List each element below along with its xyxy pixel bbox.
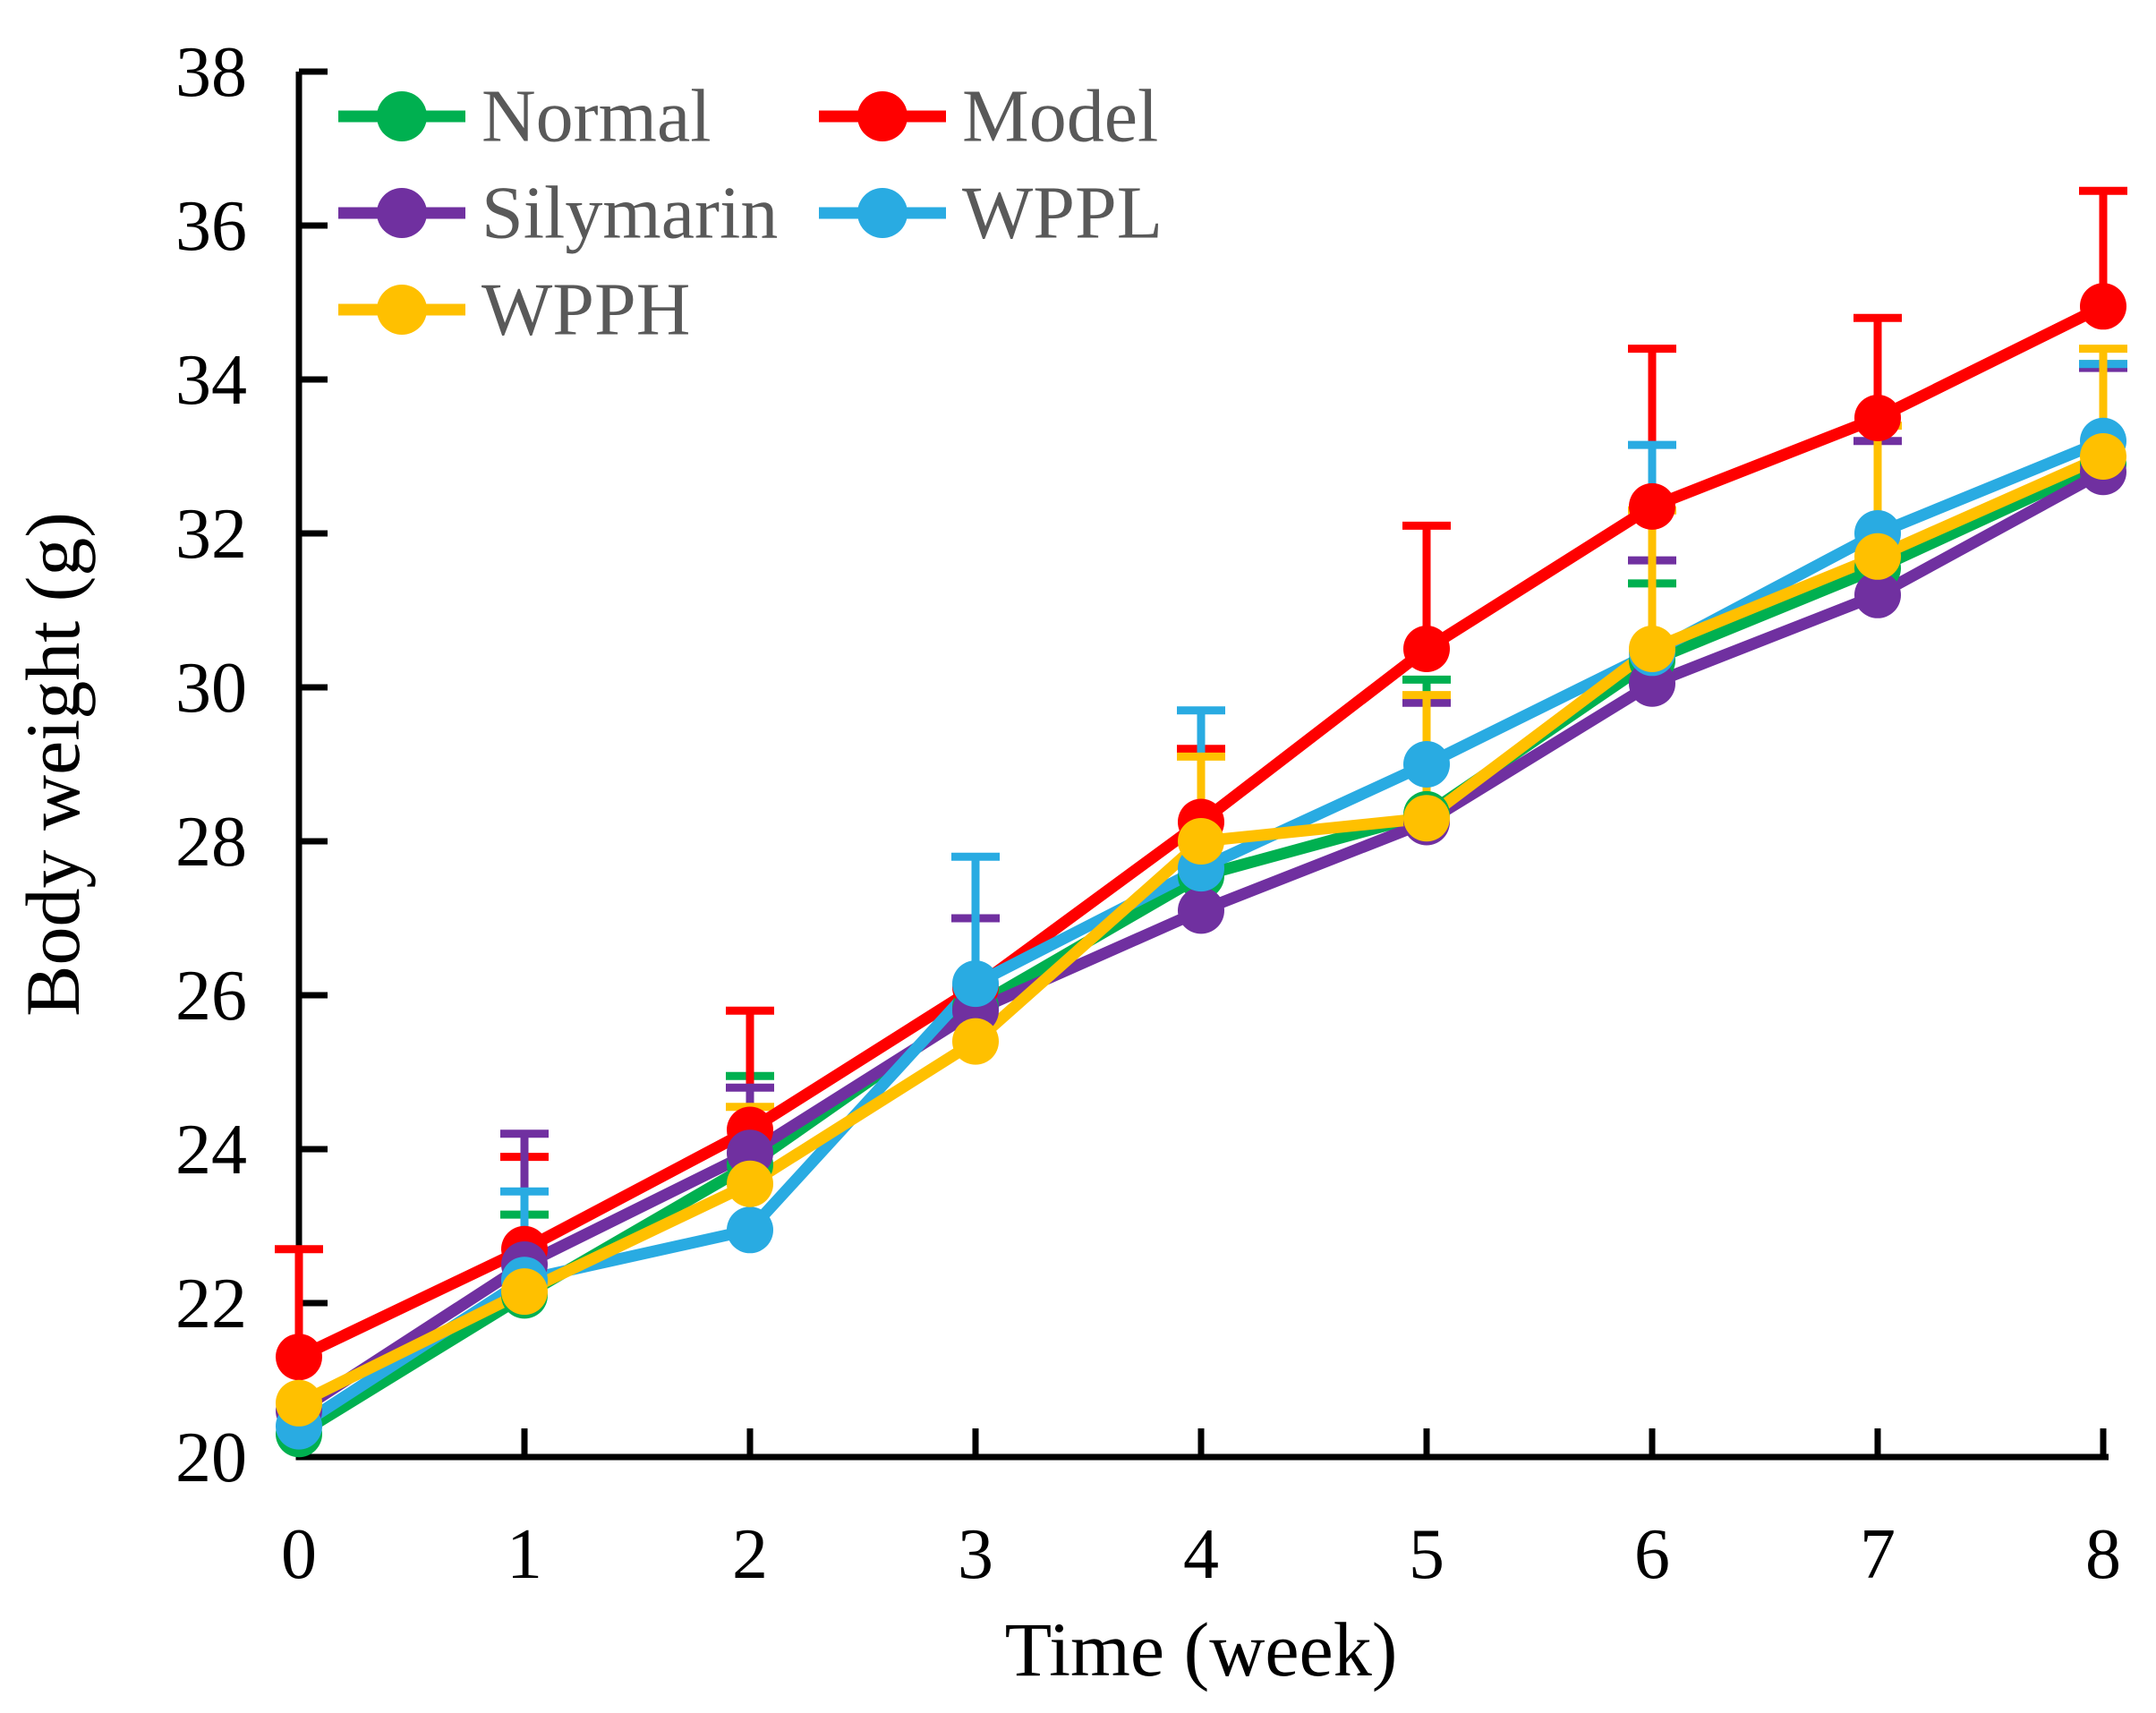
- legend-silymarin-swatch-marker: [377, 188, 427, 238]
- data-point-wppl-w5: [1403, 741, 1450, 788]
- data-point-wpph-w7: [1854, 533, 1901, 580]
- y-tick-label-20: 20: [175, 1419, 247, 1497]
- y-tick-label-30: 30: [175, 649, 247, 728]
- data-point-wppl-w2: [727, 1206, 773, 1254]
- x-tick-label-0: 0: [281, 1515, 317, 1594]
- data-point-silymarin-w7: [1854, 571, 1901, 618]
- legend-wpph-swatch-marker: [377, 285, 427, 335]
- data-point-wpph-w3: [952, 1018, 999, 1065]
- x-tick-label-7: 7: [1860, 1515, 1896, 1594]
- legend-model-label: Model: [962, 75, 1158, 158]
- y-tick-label-38: 38: [175, 33, 247, 112]
- legend-wppl-swatch-marker: [857, 188, 908, 238]
- y-tick-label-28: 28: [175, 803, 247, 882]
- x-tick-label-4: 4: [1183, 1515, 1219, 1594]
- y-tick-label-22: 22: [175, 1265, 247, 1343]
- x-tick-label-2: 2: [732, 1515, 768, 1594]
- y-tick-label-24: 24: [175, 1111, 247, 1189]
- legend-silymarin-label: Silymarin: [481, 172, 778, 255]
- legend-normal-label: Normal: [481, 75, 712, 158]
- data-point-wppl-w3: [952, 960, 999, 1008]
- data-point-wpph-w6: [1629, 626, 1675, 672]
- data-point-wpph-w2: [727, 1160, 773, 1207]
- y-axis-title: Body weight (g): [10, 512, 96, 1017]
- legend-normal-swatch-marker: [377, 91, 427, 141]
- y-tick-label-36: 36: [175, 187, 247, 266]
- data-point-model-w0: [276, 1334, 322, 1381]
- x-tick-label-5: 5: [1409, 1515, 1444, 1594]
- data-point-model-w5: [1403, 626, 1450, 672]
- data-point-wpph-w8: [2080, 433, 2126, 480]
- x-tick-label-3: 3: [958, 1515, 993, 1594]
- x-tick-label-1: 1: [507, 1515, 542, 1594]
- data-point-model-w6: [1629, 482, 1675, 530]
- y-tick-label-26: 26: [175, 957, 247, 1035]
- data-point-wpph-w5: [1403, 795, 1450, 842]
- data-point-wpph-w4: [1178, 818, 1224, 865]
- data-point-wpph-w1: [501, 1268, 548, 1316]
- data-point-wpph-w0: [276, 1379, 322, 1427]
- legend-model-swatch-marker: [857, 91, 908, 141]
- x-tick-label-6: 6: [1634, 1515, 1670, 1594]
- y-tick-label-34: 34: [175, 341, 247, 420]
- legend-wpph-label: WPPH: [481, 268, 690, 352]
- x-axis-title: Time (week): [1005, 1606, 1398, 1692]
- y-tick-label-32: 32: [175, 495, 247, 574]
- data-point-model-w8: [2080, 283, 2126, 330]
- legend-wppl-label: WPPL: [962, 172, 1163, 255]
- data-point-model-w7: [1854, 395, 1901, 441]
- data-point-silymarin-w4: [1178, 887, 1224, 934]
- x-tick-label-8: 8: [2085, 1515, 2121, 1594]
